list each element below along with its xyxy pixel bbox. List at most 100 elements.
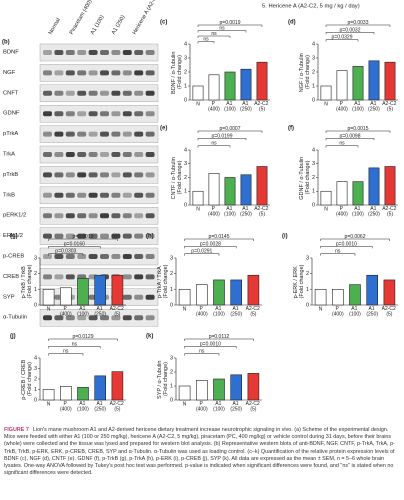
panel-label: (e): [160, 126, 167, 132]
significance-bracket: [197, 24, 263, 27]
blot-band: [88, 233, 98, 239]
x-tick-label: A1 (100): [77, 401, 89, 413]
blot-band: [100, 315, 109, 321]
blot-band: [88, 254, 98, 259]
blot-row-label: NGF: [3, 70, 16, 76]
blot-band: [77, 70, 87, 76]
blot-strip: [39, 125, 159, 143]
blot-column-label: Normal: [48, 17, 62, 35]
bar: [247, 274, 260, 306]
blot-band: [54, 131, 64, 137]
significance-label: p=0.0129: [73, 334, 94, 340]
blot-band: [77, 315, 87, 321]
bar: [208, 74, 220, 101]
blot-strip: [39, 166, 159, 184]
blot-band: [111, 70, 121, 76]
y-axis-label: p-TrkB / TrkB (Fold change): [21, 264, 33, 298]
caption-text: Lion's mane mushroom A1 and A2-derived h…: [4, 427, 395, 477]
significance-bracket: [48, 346, 101, 349]
blot-band: [134, 90, 144, 96]
blot-band: [77, 254, 87, 259]
blot-band: [100, 192, 109, 198]
significance-bracket: [48, 353, 84, 356]
y-tick-label: 3: [306, 255, 309, 261]
significance-label: p=0.0199: [212, 133, 233, 139]
blot-row-label: TrkA: [3, 152, 15, 158]
blot-band: [145, 294, 155, 300]
blot-strip: [39, 64, 159, 82]
blot-band: [65, 172, 75, 178]
y-axis-label: SYP / α-Tubulin (Fold change): [157, 359, 169, 399]
y-axis-label: p-ERK / ERK (Fold change): [293, 264, 305, 298]
blot-band: [43, 131, 52, 137]
y-tick-label: 0: [34, 397, 37, 403]
significance-label: p=0.0007: [220, 126, 241, 132]
y-tick-label: 3: [34, 255, 37, 261]
significance-bracket: [197, 35, 231, 38]
blot-strip: [39, 84, 159, 103]
x-tick-label: N: [324, 206, 328, 212]
bar: [384, 166, 396, 206]
blot-band: [145, 274, 155, 280]
caption: FIGURE 7 Lion's mane mushroom A1 and A2-d…: [4, 427, 400, 477]
blot-band: [54, 90, 64, 96]
blot-band: [122, 131, 132, 137]
blot-band: [100, 90, 109, 96]
blot-band: [88, 152, 98, 157]
panel-label: (i): [282, 234, 288, 240]
bar: [320, 190, 332, 206]
blot-band: [54, 254, 64, 259]
x-tick-label: A1 (100): [224, 101, 236, 113]
blot-row-label: pTrkA: [3, 131, 18, 137]
y-tick-label: 2: [312, 175, 315, 181]
x-tick-label: A1 (100): [77, 306, 89, 318]
significance-bracket: [325, 138, 375, 141]
blot-band: [54, 192, 64, 198]
blot-band: [100, 213, 109, 219]
blot-row-label: α-Tubulin: [3, 315, 27, 321]
bar: [192, 85, 204, 101]
bar: [352, 66, 364, 101]
blot-row-label: pERK1/2: [3, 213, 26, 219]
blot-band: [43, 233, 52, 239]
x-tick-label: A1 (250): [368, 101, 380, 113]
x-tick-label: N: [47, 401, 51, 407]
blot-band: [100, 172, 109, 178]
blot-band: [54, 213, 64, 219]
significance-bracket: [325, 24, 391, 27]
x-tick-label: A1 (100): [224, 206, 236, 218]
blot-band: [111, 213, 121, 219]
blot-band: [111, 152, 121, 157]
bar: [349, 284, 361, 306]
y-axis-label: GDNF / α-Tubulin (Fold change): [299, 155, 311, 200]
blot-band: [111, 315, 121, 321]
x-tick-label: A1 (250): [230, 401, 242, 413]
x-tick-label: P (400): [196, 306, 208, 318]
blot-band: [134, 70, 144, 76]
blot-band: [54, 315, 64, 321]
blot-row-label: CREB: [3, 274, 19, 280]
blot-band: [54, 111, 64, 117]
blot-band: [65, 50, 75, 55]
x-tick-label: A2-C2 (5): [382, 206, 398, 218]
blot-band: [145, 315, 155, 321]
blot-band: [65, 192, 75, 198]
bar: [224, 71, 236, 101]
blot-band: [145, 213, 155, 219]
blot-column-label: A1 (250): [111, 14, 127, 35]
y-tick-label: 0: [312, 202, 315, 208]
blot-band: [88, 70, 98, 76]
y-tick-label: 2: [34, 376, 37, 382]
x-tick-label: A1 (250): [94, 401, 106, 413]
significance-bracket: [320, 253, 356, 256]
blot-strip: [39, 247, 159, 266]
significance-label: ns: [199, 349, 205, 355]
bar: [336, 70, 348, 101]
bar: [230, 279, 243, 306]
blot-band: [134, 274, 144, 280]
y-tick-label: 4: [34, 355, 37, 361]
y-tick-label: 2: [184, 69, 187, 75]
bar: [230, 374, 243, 401]
blot-band: [43, 315, 52, 321]
